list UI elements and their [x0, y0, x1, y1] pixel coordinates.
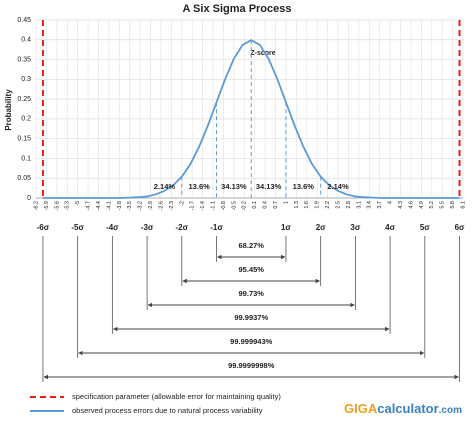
y-tick-label: 0 — [27, 195, 31, 202]
x-tick-label: -2 — [179, 201, 185, 206]
x-tick-label: 4.9 — [419, 201, 425, 209]
x-tick-label: 1 — [283, 201, 289, 204]
x-tick-label: 5.2 — [429, 201, 435, 209]
region-label: 2.14% — [154, 182, 176, 191]
sigma-label: 2σ — [316, 223, 326, 232]
interval-label: 68.27% — [239, 241, 265, 250]
logo: GIGAcalculator.com — [344, 401, 462, 416]
x-tick-label: 4.3 — [398, 201, 404, 209]
legend-label: specification parameter (allowable error… — [72, 392, 281, 401]
x-tick-label: 1.9 — [315, 201, 321, 209]
sigma-label: 4σ — [385, 223, 395, 232]
region-label: 13.6% — [189, 182, 211, 191]
x-tick-label: -4.7 — [86, 201, 92, 210]
y-tick-label: 0.15 — [17, 136, 31, 143]
x-tick-label: -5 — [75, 201, 81, 206]
x-tick-label: -3.5 — [127, 201, 133, 210]
x-tick-label: -1.1 — [211, 201, 217, 210]
x-tick-label: -3.8 — [117, 201, 123, 210]
x-tick-label: 0.4 — [263, 201, 269, 209]
sigma-label: -2σ — [176, 223, 189, 232]
interval-label: 99.9999998% — [228, 361, 275, 370]
interval-label: 99.9937% — [234, 313, 268, 322]
x-tick-label: -0.2 — [242, 201, 248, 210]
x-tick-label: 0.1 — [252, 201, 258, 209]
sigma-label: -4σ — [106, 223, 119, 232]
chart-title: A Six Sigma Process — [182, 3, 291, 15]
sigma-label: -5σ — [71, 223, 84, 232]
x-tick-label: -5.6 — [54, 201, 60, 210]
y-tick-label: 0.05 — [17, 175, 31, 182]
logo-part: calculator — [377, 401, 438, 416]
sigma-label: -6σ — [37, 223, 50, 232]
x-tick-label: -2.9 — [148, 201, 154, 210]
y-tick-label: 0.2 — [21, 116, 31, 123]
region-label: 2.14% — [327, 182, 349, 191]
region-label: 34.13% — [221, 182, 247, 191]
x-tick-label: -1.7 — [190, 201, 196, 210]
legend-label: observed process errors due to natural p… — [72, 406, 263, 415]
y-tick-label: 0.3 — [21, 76, 31, 83]
x-tick-label: -4.4 — [96, 201, 102, 210]
y-tick-label: 0.25 — [17, 96, 31, 103]
x-tick-label: 3.7 — [377, 201, 383, 209]
x-tick-label: 4 — [388, 201, 394, 204]
x-tick-label: 2.5 — [335, 201, 341, 209]
curve — [42, 39, 460, 199]
region-label: 13.6% — [293, 182, 315, 191]
x-axis-label: Z-score — [250, 50, 275, 57]
region-label: 34.13% — [256, 182, 282, 191]
x-tick-label: -0.5 — [231, 201, 237, 210]
x-tick-label: -0.8 — [221, 201, 227, 210]
y-tick-label: 0.35 — [17, 56, 31, 63]
sigma-label: 6σ — [455, 223, 465, 232]
x-tick-label: 1.3 — [294, 201, 300, 209]
x-tick-label: 2.8 — [346, 201, 352, 209]
x-tick-label: 0.7 — [273, 201, 279, 209]
sigma-label: -1σ — [210, 223, 223, 232]
sigma-label: 3σ — [350, 223, 360, 232]
logo-part: .com — [439, 405, 462, 416]
sigma-label: 5σ — [420, 223, 430, 232]
x-tick-label: -4.1 — [106, 201, 112, 210]
y-tick-label: 0.45 — [17, 17, 31, 24]
x-tick-label: 2.2 — [325, 201, 331, 209]
x-tick-label: -5.9 — [44, 201, 50, 210]
interval-label: 99.999943% — [230, 337, 272, 346]
x-tick-label: -1.4 — [200, 201, 206, 210]
x-tick-label: -6.2 — [33, 201, 39, 210]
x-tick-label: 6.1 — [460, 201, 466, 209]
x-tick-label: 5.5 — [440, 201, 446, 209]
x-tick-label: 3.4 — [367, 201, 373, 209]
x-tick-label: 5.8 — [450, 201, 456, 209]
y-tick-label: 0.4 — [21, 37, 31, 44]
y-axis-label: Probability — [4, 89, 13, 131]
x-tick-label: 4.6 — [408, 201, 414, 209]
x-tick-label: -2.3 — [169, 201, 175, 210]
x-tick-label: -2.6 — [158, 201, 164, 210]
x-tick-label: 1.6 — [304, 201, 310, 209]
x-tick-label: -5.3 — [65, 201, 71, 210]
logo-part: GIGA — [344, 401, 378, 416]
x-tick-label: -3.2 — [138, 201, 144, 210]
interval-label: 99.73% — [239, 289, 265, 298]
x-tick-label: 3.1 — [356, 201, 362, 209]
interval-label: 95.45% — [239, 265, 265, 274]
sigma-label: -3σ — [141, 223, 154, 232]
y-tick-label: 0.1 — [21, 155, 31, 162]
sigma-label: 1σ — [281, 223, 291, 232]
